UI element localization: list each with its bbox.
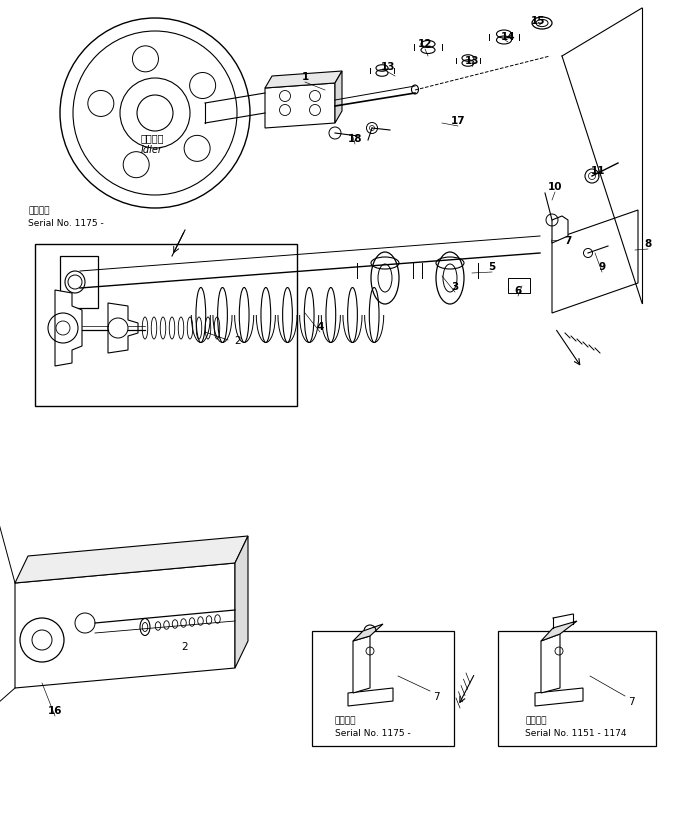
Polygon shape <box>353 624 383 641</box>
Polygon shape <box>235 537 248 668</box>
Polygon shape <box>535 688 583 706</box>
Text: 2: 2 <box>235 335 242 345</box>
Polygon shape <box>265 84 335 129</box>
Text: 13: 13 <box>465 56 480 66</box>
Text: 8: 8 <box>644 238 652 248</box>
Text: 13: 13 <box>381 62 395 72</box>
Text: 6: 6 <box>514 286 522 296</box>
Text: 18: 18 <box>348 134 362 144</box>
Text: 7: 7 <box>564 236 572 246</box>
Polygon shape <box>15 537 248 583</box>
Text: 適用号機: 適用号機 <box>335 715 356 724</box>
Text: 10: 10 <box>548 182 562 192</box>
Polygon shape <box>552 211 638 314</box>
Text: Serial No. 1175 -: Serial No. 1175 - <box>28 219 104 229</box>
Polygon shape <box>265 72 342 89</box>
Text: 11: 11 <box>591 166 606 176</box>
Text: 5: 5 <box>489 262 495 272</box>
Text: 適用号機: 適用号機 <box>525 715 547 724</box>
Polygon shape <box>552 217 568 243</box>
Polygon shape <box>55 291 82 367</box>
Polygon shape <box>108 304 138 354</box>
Text: Serial No. 1175 -: Serial No. 1175 - <box>335 729 411 738</box>
Bar <box>508 279 530 294</box>
Polygon shape <box>348 688 393 706</box>
Text: 4: 4 <box>316 321 324 331</box>
Bar <box>498 631 656 746</box>
Bar <box>312 631 454 746</box>
Text: 3: 3 <box>451 282 459 291</box>
Text: 12: 12 <box>418 39 432 49</box>
Polygon shape <box>15 563 235 688</box>
Polygon shape <box>541 621 577 641</box>
Polygon shape <box>353 636 370 693</box>
Text: 15: 15 <box>531 16 545 26</box>
Text: 7: 7 <box>628 696 635 706</box>
Text: 14: 14 <box>501 32 516 42</box>
Text: アイドラ
Idler: アイドラ Idler <box>140 133 164 155</box>
Polygon shape <box>541 634 560 693</box>
Text: 9: 9 <box>599 262 606 272</box>
Polygon shape <box>335 72 342 124</box>
Bar <box>60 257 98 309</box>
Text: 適用号機: 適用号機 <box>28 206 50 215</box>
Text: Serial No. 1151 - 1174: Serial No. 1151 - 1174 <box>525 729 626 738</box>
Text: 2: 2 <box>182 641 188 651</box>
Text: 1: 1 <box>302 72 309 82</box>
Text: 17: 17 <box>450 116 465 126</box>
Text: 16: 16 <box>48 705 62 715</box>
Text: 7: 7 <box>432 691 439 701</box>
Bar <box>35 245 297 407</box>
